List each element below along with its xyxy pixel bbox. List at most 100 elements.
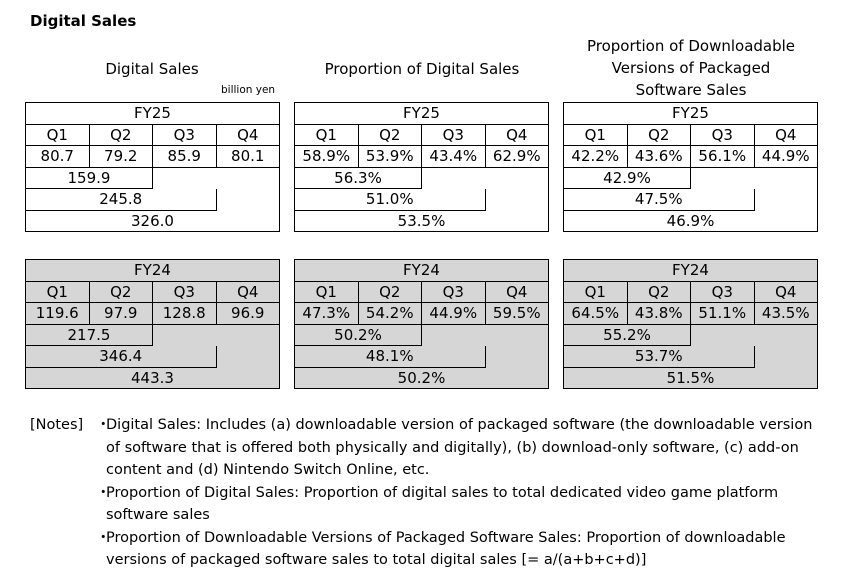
h1-cumulative: 55.2% [564, 324, 691, 346]
table-proportion-downloadable-fy24: FY24 Q1 Q2 Q3 Q4 64.5% 43.8% 51.1% 43.5%… [563, 259, 818, 389]
quarter-value: 64.5% [564, 303, 628, 325]
year-header: FY25 [564, 103, 818, 125]
quarter-header: Q1 [564, 124, 628, 146]
quarter-header: Q1 [564, 281, 628, 303]
quarter-value: 128.8 [153, 303, 217, 325]
note-text: Proportion of Downloadable Versions of P… [106, 529, 786, 569]
quarter-value: 80.7 [26, 146, 90, 168]
quarter-value: 43.4% [422, 146, 486, 168]
empty-cell [153, 324, 280, 346]
quarter-header: Q3 [691, 281, 755, 303]
quarter-header: Q2 [627, 281, 691, 303]
year-header: FY24 [26, 260, 280, 282]
quarter-header: Q2 [89, 124, 153, 146]
full-year-total: 443.3 [26, 367, 280, 389]
empty-cell [217, 189, 280, 211]
quarter-value: 44.9% [422, 303, 486, 325]
quarter-value: 119.6 [26, 303, 90, 325]
quarter-value: 96.9 [216, 303, 280, 325]
full-year-total: 51.5% [564, 367, 818, 389]
q3-cumulative: 245.8 [26, 189, 217, 211]
quarter-header: Q4 [216, 281, 280, 303]
quarter-header: Q2 [358, 281, 422, 303]
year-header: FY24 [295, 260, 549, 282]
empty-cell [691, 324, 818, 346]
q3-cumulative: 47.5% [564, 189, 755, 211]
h1-cumulative: 50.2% [295, 324, 422, 346]
quarter-header: Q1 [295, 124, 359, 146]
notes-label: [Notes] [30, 417, 84, 433]
quarter-header: Q3 [691, 124, 755, 146]
empty-cell [486, 346, 549, 368]
quarter-value: 80.1 [216, 146, 280, 168]
quarter-value: 54.2% [358, 303, 422, 325]
header-digital-sales: Digital Sales [105, 60, 199, 78]
page-title: Digital Sales [30, 12, 137, 30]
header-proportion-downloadable: Proportion of Downloadable Versions of P… [586, 37, 796, 99]
year-header: FY25 [26, 103, 280, 125]
note-text: Digital Sales: Includes (a) downloadable… [106, 417, 813, 478]
q3-cumulative: 53.7% [564, 346, 755, 368]
h1-cumulative: 42.9% [564, 167, 691, 189]
quarter-header: Q4 [754, 281, 818, 303]
quarter-value: 47.3% [295, 303, 359, 325]
full-year-total: 50.2% [295, 367, 549, 389]
table-digital-sales-fy25: FY25 Q1 Q2 Q3 Q4 80.7 79.2 85.9 80.1 159… [25, 102, 280, 232]
empty-cell [486, 189, 549, 211]
table-proportion-digital-fy25: FY25 Q1 Q2 Q3 Q4 58.9% 53.9% 43.4% 62.9%… [294, 102, 549, 232]
note-item: ・ Proportion of Digital Sales: Proportio… [30, 482, 830, 527]
empty-cell [691, 167, 818, 189]
quarter-value: 43.6% [627, 146, 691, 168]
header-proportion-digital: Proportion of Digital Sales [324, 60, 520, 78]
quarter-value: 85.9 [153, 146, 217, 168]
notes-section: [Notes] ・ Digital Sales: Includes (a) do… [30, 414, 830, 572]
empty-cell [217, 346, 280, 368]
q3-cumulative: 51.0% [295, 189, 486, 211]
quarter-header: Q3 [422, 281, 486, 303]
quarter-header: Q4 [485, 281, 549, 303]
quarter-value: 43.5% [754, 303, 818, 325]
h1-cumulative: 217.5 [26, 324, 153, 346]
full-year-total: 53.5% [295, 210, 549, 232]
note-item: ・ Digital Sales: Includes (a) downloadab… [30, 414, 830, 482]
quarter-value: 62.9% [485, 146, 549, 168]
quarter-value: 79.2 [89, 146, 153, 168]
note-item: ・ Proportion of Downloadable Versions of… [30, 527, 830, 572]
empty-cell [422, 167, 549, 189]
quarter-value: 51.1% [691, 303, 755, 325]
bullet-icon: ・ [96, 417, 111, 433]
empty-cell [755, 189, 818, 211]
quarter-header: Q1 [26, 124, 90, 146]
q3-cumulative: 346.4 [26, 346, 217, 368]
quarter-header: Q4 [754, 124, 818, 146]
quarter-value: 97.9 [89, 303, 153, 325]
table-proportion-downloadable-fy25: FY25 Q1 Q2 Q3 Q4 42.2% 43.6% 56.1% 44.9%… [563, 102, 818, 232]
note-text: Proportion of Digital Sales: Proportion … [106, 484, 779, 524]
quarter-header: Q2 [358, 124, 422, 146]
quarter-header: Q2 [89, 281, 153, 303]
quarter-header: Q1 [295, 281, 359, 303]
quarter-header: Q1 [26, 281, 90, 303]
quarter-header: Q2 [627, 124, 691, 146]
q3-cumulative: 48.1% [295, 346, 486, 368]
quarter-value: 58.9% [295, 146, 359, 168]
year-header: FY25 [295, 103, 549, 125]
empty-cell [153, 167, 280, 189]
h1-cumulative: 159.9 [26, 167, 153, 189]
h1-cumulative: 56.3% [295, 167, 422, 189]
unit-label: billion yen [221, 84, 276, 96]
empty-cell [755, 346, 818, 368]
quarter-value: 43.8% [627, 303, 691, 325]
table-digital-sales-fy24: FY24 Q1 Q2 Q3 Q4 119.6 97.9 128.8 96.9 2… [25, 259, 280, 389]
quarter-header: Q4 [485, 124, 549, 146]
full-year-total: 326.0 [26, 210, 280, 232]
quarter-value: 42.2% [564, 146, 628, 168]
table-proportion-digital-fy24: FY24 Q1 Q2 Q3 Q4 47.3% 54.2% 44.9% 59.5%… [294, 259, 549, 389]
bullet-icon: ・ [96, 529, 111, 546]
empty-cell [422, 324, 549, 346]
quarter-value: 44.9% [754, 146, 818, 168]
quarter-value: 59.5% [485, 303, 549, 325]
quarter-header: Q3 [422, 124, 486, 146]
quarter-value: 53.9% [358, 146, 422, 168]
quarter-value: 56.1% [691, 146, 755, 168]
